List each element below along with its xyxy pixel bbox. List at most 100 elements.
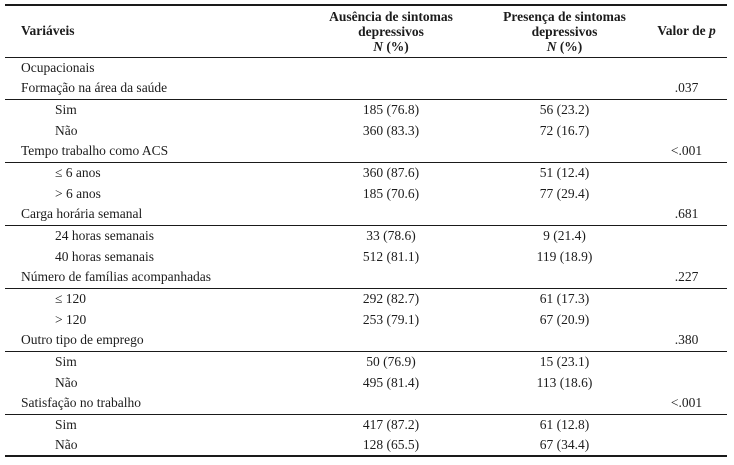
p-value-cell: .380 — [674, 332, 699, 348]
absence-cell: 292 (82.7) — [362, 290, 420, 306]
percent-symbol: (%) — [559, 38, 583, 54]
presence-cell: 67 (20.9) — [539, 311, 590, 327]
value-row: Não 128 (65.5) 67 (34.4) — [5, 435, 727, 456]
header-absence-column: Ausência de sintomas depressivos N (%) — [305, 5, 477, 57]
n-symbol: N — [546, 38, 557, 54]
value-row: ≤ 120 292 (82.7) 61 (17.3) — [5, 288, 727, 309]
presence-cell — [477, 330, 652, 351]
absence-cell: 417 (87.2) — [362, 416, 420, 432]
row-label-cell: Outro tipo de emprego — [21, 332, 144, 348]
row-label-cell: Sim — [55, 101, 77, 117]
p-value-cell — [652, 225, 727, 246]
table-header-row: Variáveis Ausência de sintomas depressiv… — [5, 5, 727, 57]
row-label-cell: ≤ 6 anos — [55, 164, 101, 180]
group-row: Outro tipo de emprego .380 — [5, 330, 727, 351]
row-label-cell: 40 horas semanais — [55, 248, 154, 264]
row-label-cell: Número de famílias acompanhadas — [21, 269, 212, 285]
absence-cell — [305, 204, 477, 225]
value-row: Sim 417 (87.2) 61 (12.8) — [5, 414, 727, 435]
row-label-cell: > 120 — [55, 311, 87, 327]
p-value-cell — [652, 162, 727, 183]
presence-cell: 61 (12.8) — [539, 416, 590, 432]
row-label-cell: Não — [55, 374, 78, 390]
row-label-cell: Formação na área da saúde — [21, 80, 168, 96]
absence-cell — [305, 393, 477, 414]
row-label-cell: Satisfação no trabalho — [21, 395, 141, 411]
header-presence-column: Presença de sintomas depressivos N (%) — [477, 5, 652, 57]
presence-cell: 15 (23.1) — [539, 353, 590, 369]
presence-cell: 61 (17.3) — [539, 290, 590, 306]
absence-cell — [305, 78, 477, 99]
row-label-cell: Sim — [55, 416, 77, 432]
header-presence-line2: depressivos — [531, 23, 598, 39]
presence-cell: 77 (29.4) — [539, 185, 590, 201]
presence-cell — [477, 141, 652, 162]
p-value-cell: .681 — [674, 206, 699, 222]
absence-cell — [305, 330, 477, 351]
header-presence-line1: Presença de sintomas — [503, 8, 626, 24]
percent-symbol: (%) — [386, 38, 409, 54]
group-row: Satisfação no trabalho <.001 — [5, 393, 727, 414]
group-row: Formação na área da saúde .037 — [5, 78, 727, 99]
value-row: Não 495 (81.4) 113 (18.6) — [5, 372, 727, 393]
absence-cell: 128 (65.5) — [362, 437, 420, 452]
header-absence-line2: depressivos — [358, 23, 424, 39]
row-label-cell: 24 horas semanais — [55, 227, 154, 243]
section-row: Ocupacionais — [5, 57, 727, 78]
p-value-cell — [652, 246, 727, 267]
n-symbol: N — [373, 38, 383, 54]
absence-cell — [305, 57, 477, 78]
table-body: Ocupacionais Formação na área da saúde .03… — [5, 57, 727, 456]
absence-cell: 253 (79.1) — [362, 311, 420, 327]
p-value-cell — [652, 120, 727, 141]
presence-cell: 119 (18.9) — [536, 248, 593, 264]
p-value-cell — [652, 183, 727, 204]
p-value-cell — [652, 372, 727, 393]
p-value-cell — [652, 414, 727, 435]
value-row: > 6 anos 185 (70.6) 77 (29.4) — [5, 183, 727, 204]
header-absence-stat: N (%) — [305, 39, 477, 54]
p-value-cell — [652, 351, 727, 372]
p-value-cell — [652, 99, 727, 120]
row-label-cell: Carga horária semanal — [21, 206, 143, 222]
p-value-cell — [652, 57, 727, 78]
p-value-cell: .037 — [674, 80, 699, 96]
p-value-cell: <.001 — [670, 143, 703, 159]
presence-cell — [477, 267, 652, 288]
row-label-cell: > 6 anos — [55, 185, 101, 201]
absence-cell: 33 (78.6) — [366, 227, 416, 243]
absence-cell: 512 (81.1) — [362, 248, 420, 264]
row-label-cell: Tempo trabalho como ACS — [21, 143, 169, 159]
row-label-cell: Sim — [55, 353, 77, 369]
presence-cell: 72 (16.7) — [539, 122, 590, 138]
row-label-cell: Ocupacionais — [21, 59, 95, 75]
absence-cell: 185 (76.8) — [362, 101, 420, 117]
presence-cell — [477, 57, 652, 78]
depressive-symptoms-table: Variáveis Ausência de sintomas depressiv… — [5, 4, 727, 457]
absence-cell: 495 (81.4) — [362, 374, 420, 390]
absence-cell: 360 (87.6) — [362, 164, 420, 180]
p-value-cell — [652, 309, 727, 330]
value-row: ≤ 6 anos 360 (87.6) 51 (12.4) — [5, 162, 727, 183]
row-label-cell: Não — [55, 437, 78, 452]
header-p-value: Valor de p — [652, 5, 727, 57]
p-value-cell — [652, 288, 727, 309]
value-row: > 120 253 (79.1) 67 (20.9) — [5, 309, 727, 330]
p-symbol: p — [709, 23, 716, 39]
p-value-cell: .227 — [674, 269, 699, 285]
value-row: Sim 50 (76.9) 15 (23.1) — [5, 351, 727, 372]
presence-cell — [477, 204, 652, 225]
p-value-cell: <.001 — [670, 395, 703, 411]
presence-cell — [477, 393, 652, 414]
presence-cell — [477, 78, 652, 99]
absence-cell — [305, 141, 477, 162]
value-row: Sim 185 (76.8) 56 (23.2) — [5, 99, 727, 120]
presence-cell: 56 (23.2) — [539, 101, 590, 117]
presence-cell: 51 (12.4) — [539, 164, 590, 180]
absence-cell: 50 (76.9) — [366, 353, 416, 369]
row-label-cell: ≤ 120 — [55, 290, 87, 306]
value-row: 40 horas semanais 512 (81.1) 119 (18.9) — [5, 246, 727, 267]
absence-cell — [305, 267, 477, 288]
value-row: Não 360 (83.3) 72 (16.7) — [5, 120, 727, 141]
header-variables: Variáveis — [21, 23, 75, 39]
